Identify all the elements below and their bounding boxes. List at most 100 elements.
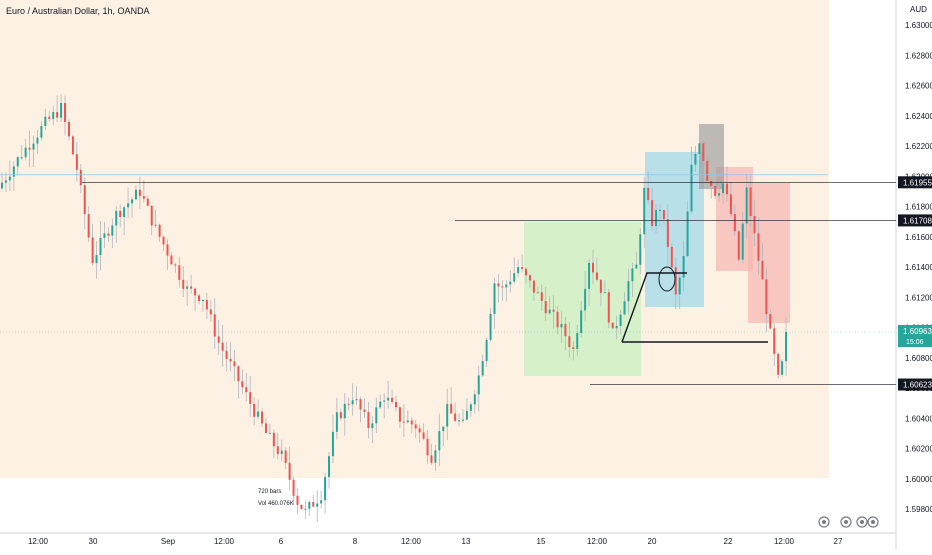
candle-down <box>426 438 429 456</box>
candle-up <box>99 237 102 256</box>
candle-down <box>339 412 342 419</box>
time-axis-layer: 12:00 30 Sep 12:00 6 8 12:00 13 15 12:00 20 22 12:00… <box>28 537 843 546</box>
candle-down <box>87 214 90 238</box>
candle-down <box>79 169 82 186</box>
price-tick-label: 1.62200 <box>905 142 932 151</box>
candle-up <box>509 281 512 285</box>
candle-down <box>501 286 504 288</box>
session-background <box>0 0 829 478</box>
ui-icons-layer <box>818 516 879 528</box>
price-tick-label: 1.60200 <box>905 445 932 454</box>
candle-down <box>769 314 772 329</box>
price-tick-label: 1.60000 <box>905 475 932 484</box>
candle-down <box>217 336 220 343</box>
candle-up <box>268 432 271 434</box>
candle-down <box>119 210 122 217</box>
candle-down <box>347 403 350 405</box>
candle-down <box>300 504 303 510</box>
candle-up <box>658 209 661 211</box>
candle-up <box>335 412 338 432</box>
candle-up <box>698 143 701 154</box>
candle-up <box>718 193 721 196</box>
short-position-box-2 <box>748 183 790 323</box>
candle-down <box>221 342 224 351</box>
candle-up <box>123 207 126 217</box>
candle-up <box>481 361 484 376</box>
candle-up <box>103 233 106 238</box>
candle-down <box>706 160 709 181</box>
candle-down <box>540 292 543 302</box>
candle-up <box>513 273 516 282</box>
time-tick-label: 12:00 <box>28 537 49 546</box>
level-price-label: 1.61955 <box>903 178 932 187</box>
candle-down <box>749 187 752 217</box>
price-tick-label: 1.63000 <box>905 21 932 30</box>
candle-down <box>272 432 275 447</box>
candle-down <box>450 403 453 414</box>
settings-icon-dot <box>844 520 848 524</box>
candle-down <box>233 361 236 367</box>
candle-up <box>36 137 39 144</box>
time-tick-label: 8 <box>353 537 358 546</box>
candle-down <box>765 279 768 315</box>
candle-up <box>643 187 646 235</box>
candle-up <box>379 401 382 408</box>
candle-down <box>245 387 248 393</box>
candle-up <box>52 112 55 119</box>
candle-down <box>67 121 70 137</box>
candle-up <box>331 431 334 457</box>
candle-up <box>316 503 319 507</box>
candle-down <box>544 301 547 314</box>
candle-down <box>194 288 197 296</box>
candle-down <box>402 421 405 423</box>
candle-down <box>599 279 602 293</box>
candle-down <box>525 268 528 276</box>
candle-down <box>225 350 228 359</box>
candle-up <box>406 420 409 423</box>
candle-up <box>131 199 134 204</box>
candle-up <box>355 399 358 401</box>
time-tick-label: 6 <box>279 537 284 546</box>
chart-annotation: 720 bars <box>258 489 281 495</box>
candle-up <box>690 164 693 212</box>
candle-up <box>24 147 27 158</box>
candle-up <box>328 456 331 478</box>
time-tick-label: Sep <box>161 537 176 546</box>
level-price-label: 1.61708 <box>903 216 932 225</box>
candle-down <box>150 205 153 226</box>
time-tick-label: 13 <box>462 537 471 546</box>
candle-up <box>375 407 378 424</box>
candle-down <box>162 236 165 245</box>
candle-down <box>48 116 51 119</box>
candle-up <box>280 450 283 455</box>
candle-down <box>75 154 78 170</box>
candle-up <box>489 313 492 340</box>
candle-up <box>635 264 638 269</box>
candle-down <box>107 233 110 236</box>
price-tick-label: 1.61600 <box>905 233 932 242</box>
candle-down <box>253 403 256 417</box>
candle-up <box>627 281 630 302</box>
candle-down <box>142 196 145 199</box>
candle-up <box>438 431 441 451</box>
candle-down <box>454 413 457 421</box>
candle-up <box>493 283 496 314</box>
candle-up <box>469 404 472 411</box>
time-tick-label: 12:00 <box>214 537 235 546</box>
candle-down <box>288 462 291 480</box>
replay-icon-dot <box>822 520 826 524</box>
candle-up <box>154 224 157 226</box>
candle-down <box>674 267 677 295</box>
candle-up <box>20 157 23 159</box>
candle-up <box>446 403 449 427</box>
candle-up <box>722 183 725 194</box>
candle-up <box>745 187 748 224</box>
candle-down <box>592 262 594 273</box>
candle-up <box>631 268 634 282</box>
candle-up <box>201 299 204 302</box>
long-position-box <box>524 222 641 376</box>
candle-down <box>209 309 212 315</box>
candle-down <box>414 424 417 429</box>
